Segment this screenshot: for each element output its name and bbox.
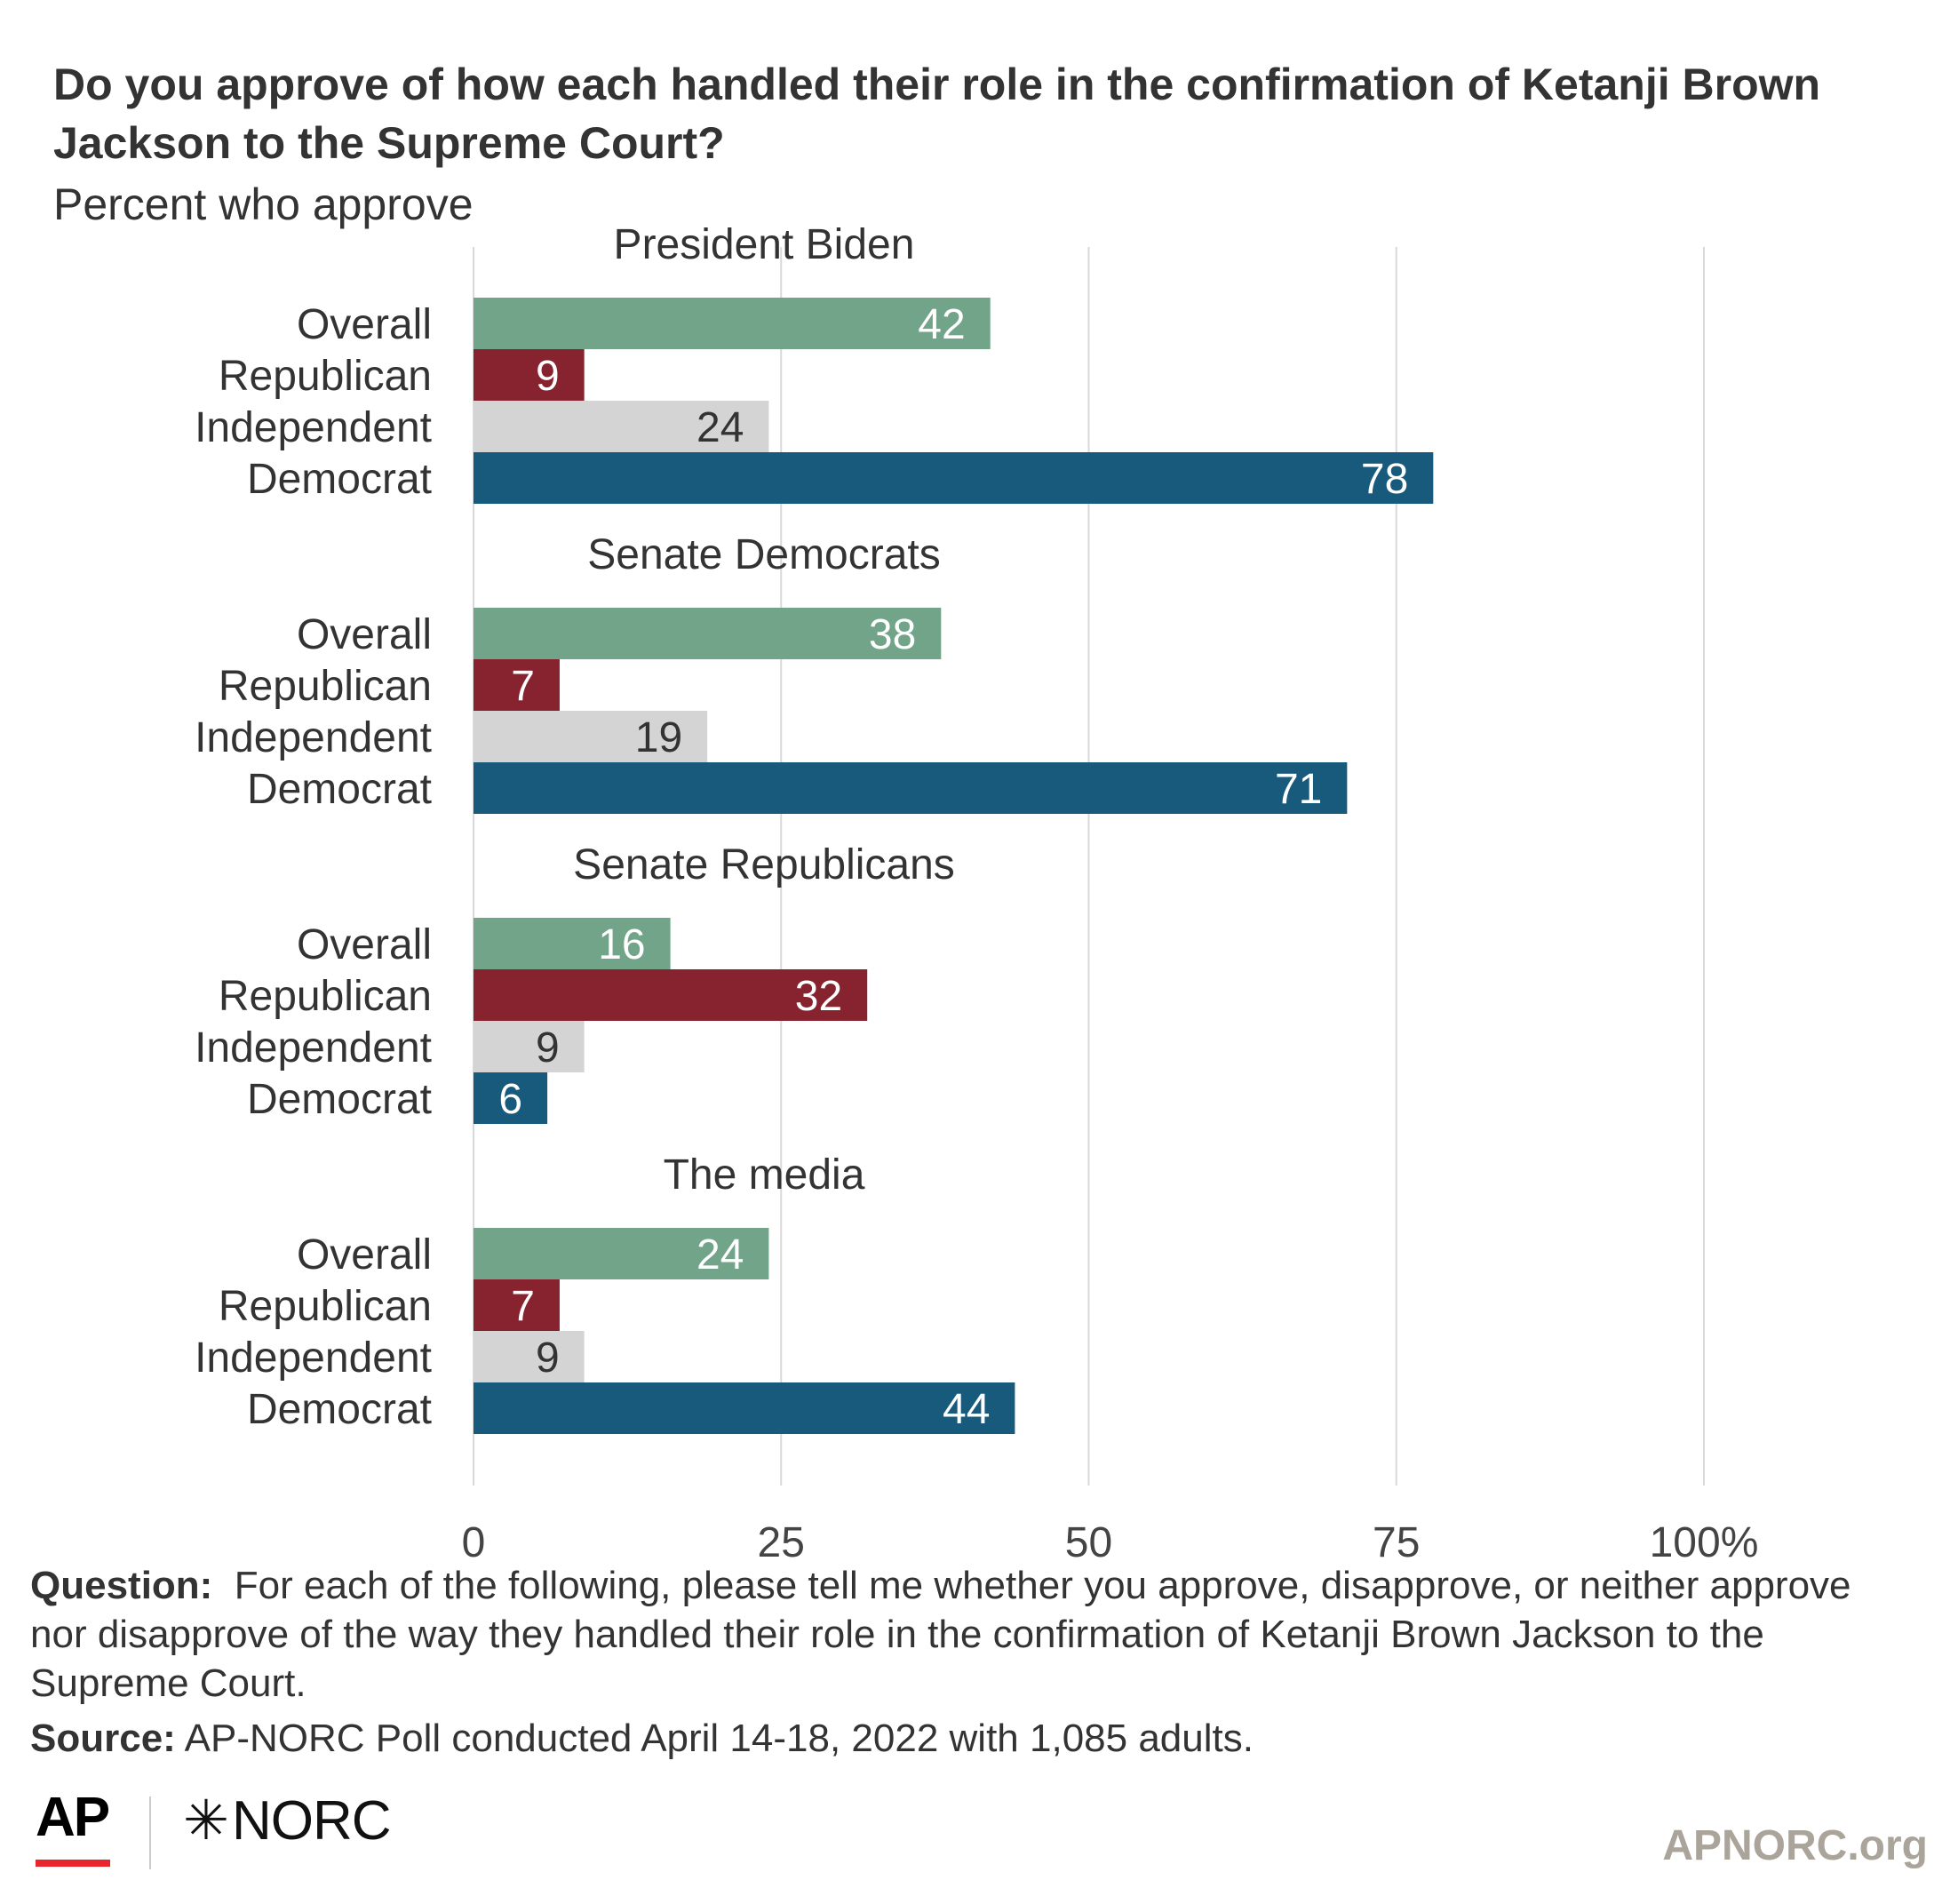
- category-label-president-biden-independent: Independent: [195, 404, 432, 451]
- value-label-senate-republicans-overall: 16: [598, 921, 645, 968]
- value-label-the-media-democrat: 44: [943, 1386, 990, 1433]
- question-text: For each of the following, please tell m…: [30, 1564, 1851, 1705]
- x-tick-label-50: 50: [1065, 1519, 1112, 1564]
- norc-star-icon: ✳: [183, 1790, 229, 1852]
- norc-logo-text: NORC: [231, 1790, 392, 1852]
- value-label-the-media-republican: 7: [511, 1283, 535, 1330]
- source-note: Source: AP-NORC Poll conducted April 14-…: [30, 1714, 1914, 1763]
- value-label-senate-democrats-independent: 19: [635, 714, 682, 761]
- category-label-senate-republicans-overall: Overall: [297, 921, 432, 968]
- x-tick-label-100: 100%: [1650, 1519, 1759, 1564]
- category-label-president-biden-democrat: Democrat: [247, 456, 432, 503]
- bar-the-media-independent: [474, 1331, 585, 1382]
- group-title-the-media: The media: [664, 1151, 865, 1199]
- bar-the-media-democrat: [474, 1382, 1015, 1434]
- category-label-senate-democrats-republican: Republican: [219, 663, 432, 710]
- category-label-senate-democrats-overall: Overall: [297, 611, 432, 658]
- value-label-president-biden-democrat: 78: [1361, 456, 1408, 503]
- source-text: AP-NORC Poll conducted April 14-18, 2022…: [184, 1717, 1254, 1760]
- value-label-the-media-overall: 24: [696, 1231, 744, 1279]
- group-title-senate-republicans: Senate Republicans: [573, 841, 955, 888]
- value-label-president-biden-independent: 24: [696, 404, 744, 451]
- category-label-senate-republicans-republican: Republican: [219, 973, 432, 1020]
- bar-senate-republicans-democrat: [474, 1072, 548, 1124]
- category-label-the-media-democrat: Democrat: [247, 1386, 432, 1433]
- bar-senate-republicans-overall: [474, 918, 671, 969]
- category-label-the-media-independent: Independent: [195, 1334, 432, 1382]
- category-label-the-media-overall: Overall: [297, 1231, 432, 1279]
- category-label-president-biden-overall: Overall: [297, 301, 432, 348]
- bar-president-biden-republican: [474, 349, 585, 401]
- source-label: Source:: [30, 1717, 176, 1760]
- value-label-senate-democrats-republican: 7: [511, 663, 535, 710]
- bar-senate-republicans-independent: [474, 1021, 585, 1072]
- ap-logo: AP: [36, 1787, 110, 1848]
- bar-president-biden-independent: [474, 401, 769, 452]
- value-label-president-biden-republican: 9: [536, 353, 560, 400]
- value-label-senate-republicans-independent: 9: [536, 1024, 560, 1071]
- value-label-the-media-independent: 9: [536, 1334, 560, 1382]
- category-label-senate-democrats-independent: Independent: [195, 714, 432, 761]
- x-tick-label-75: 75: [1373, 1519, 1420, 1564]
- value-label-senate-democrats-democrat: 71: [1275, 766, 1322, 813]
- value-label-senate-democrats-overall: 38: [869, 611, 916, 658]
- bar-senate-democrats-democrat: [474, 762, 1348, 814]
- bar-chart: 0 25 50 75 100% President Biden Overall 42 Repub…: [195, 221, 1759, 1564]
- norc-logo: ✳NORC: [183, 1788, 392, 1852]
- bar-the-media-overall: [474, 1228, 769, 1279]
- value-label-senate-republicans-democrat: 6: [498, 1076, 522, 1123]
- logo-divider: [149, 1796, 151, 1869]
- bar-president-biden-democrat: [474, 452, 1434, 504]
- category-label-senate-democrats-democrat: Democrat: [247, 766, 432, 813]
- group-title-senate-democrats: Senate Democrats: [587, 531, 941, 578]
- value-label-senate-republicans-republican: 32: [795, 973, 842, 1020]
- bar-senate-republicans-republican: [474, 969, 868, 1021]
- chart-title: Do you approve of how each handled their…: [53, 60, 1821, 168]
- bar-senate-democrats-overall: [474, 608, 942, 659]
- bar-senate-democrats-independent: [474, 711, 708, 762]
- x-tick-label-25: 25: [758, 1519, 805, 1564]
- bar-president-biden-overall: [474, 298, 991, 349]
- bar-the-media-republican: [474, 1279, 560, 1331]
- value-label-president-biden-overall: 42: [918, 301, 965, 348]
- x-tick-label-0: 0: [462, 1519, 486, 1564]
- group-title-president-biden: President Biden: [614, 221, 915, 268]
- apnorc-site-link[interactable]: APNORC.org: [1662, 1822, 1928, 1869]
- bar-senate-democrats-republican: [474, 659, 560, 711]
- question-label: Question:: [30, 1564, 213, 1607]
- ap-logo-underline: [36, 1860, 110, 1867]
- category-label-president-biden-republican: Republican: [219, 353, 432, 400]
- chart-subtitle: Percent who approve: [53, 179, 474, 229]
- category-label-senate-republicans-independent: Independent: [195, 1024, 432, 1071]
- question-note: Question: For each of the following, ple…: [30, 1561, 1914, 1708]
- category-label-the-media-republican: Republican: [219, 1283, 432, 1330]
- category-label-senate-republicans-democrat: Democrat: [247, 1076, 432, 1123]
